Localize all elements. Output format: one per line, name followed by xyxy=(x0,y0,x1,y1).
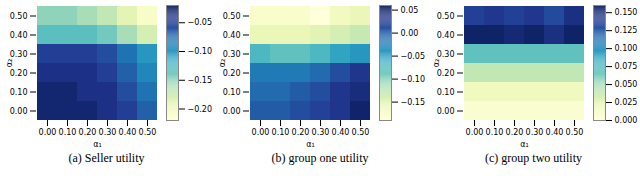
svg-text:0.00: 0.00 xyxy=(436,107,454,116)
svg-text:0.150: 0.150 xyxy=(614,8,637,17)
svg-text:0.20: 0.20 xyxy=(9,69,27,78)
svg-text:0.10: 0.10 xyxy=(58,128,76,137)
svg-text:0.30: 0.30 xyxy=(525,128,543,137)
svg-text:0.30: 0.30 xyxy=(436,50,454,59)
html-text:(a) Seller utility: (a) Seller utility xyxy=(68,151,145,165)
svg-text:−0.15: −0.15 xyxy=(401,98,426,107)
html-text:(b) group one utility: (b) group one utility xyxy=(271,151,369,165)
svg-text:α₂: α₂ xyxy=(5,59,14,67)
svg-text:−0.10: −0.10 xyxy=(401,75,426,84)
svg-text:α₁: α₁ xyxy=(93,140,101,149)
svg-text:−0.20: −0.20 xyxy=(187,105,212,114)
svg-text:0.10: 0.10 xyxy=(485,128,503,137)
svg-text:0.00: 0.00 xyxy=(38,128,56,137)
svg-text:−0.05: −0.05 xyxy=(401,52,426,61)
svg-text:0.10: 0.10 xyxy=(436,88,454,97)
svg-text:−0.10: −0.10 xyxy=(187,47,212,56)
svg-text:0.05: 0.05 xyxy=(401,6,419,15)
svg-text:0.50: 0.50 xyxy=(138,128,156,137)
svg-text:−0.05: −0.05 xyxy=(187,18,212,27)
html-text:(c) group two utility: (c) group two utility xyxy=(485,151,582,165)
svg-text:0.30: 0.30 xyxy=(98,128,116,137)
svg-text:0.50: 0.50 xyxy=(436,12,454,21)
svg-text:0.20: 0.20 xyxy=(292,128,310,137)
svg-text:0.075: 0.075 xyxy=(614,62,637,71)
svg-text:0.20: 0.20 xyxy=(505,128,523,137)
svg-text:0.50: 0.50 xyxy=(223,12,241,21)
svg-text:0.00: 0.00 xyxy=(252,128,270,137)
svg-text:0.50: 0.50 xyxy=(9,12,27,21)
svg-text:0.40: 0.40 xyxy=(436,31,454,40)
svg-text:0.10: 0.10 xyxy=(9,88,27,97)
svg-text:0.20: 0.20 xyxy=(78,128,96,137)
svg-text:0.000: 0.000 xyxy=(614,116,637,125)
svg-text:0.40: 0.40 xyxy=(118,128,136,137)
svg-text:0.40: 0.40 xyxy=(223,31,241,40)
svg-text:α₁: α₁ xyxy=(306,140,314,149)
svg-text:0.125: 0.125 xyxy=(614,26,637,35)
svg-text:0.10: 0.10 xyxy=(223,88,241,97)
svg-text:0.40: 0.40 xyxy=(332,128,350,137)
svg-text:0.100: 0.100 xyxy=(614,44,637,53)
svg-text:0.00: 0.00 xyxy=(401,29,419,38)
svg-text:0.40: 0.40 xyxy=(545,128,563,137)
svg-text:0.025: 0.025 xyxy=(614,98,637,107)
svg-text:0.30: 0.30 xyxy=(9,50,27,59)
svg-text:0.00: 0.00 xyxy=(9,107,27,116)
svg-text:0.00: 0.00 xyxy=(223,107,241,116)
svg-text:−0.15: −0.15 xyxy=(187,76,212,85)
svg-text:0.30: 0.30 xyxy=(312,128,330,137)
svg-text:α₂: α₂ xyxy=(218,59,227,67)
svg-text:0.50: 0.50 xyxy=(352,128,370,137)
svg-text:α₁: α₁ xyxy=(520,140,528,149)
svg-text:0.00: 0.00 xyxy=(465,128,483,137)
svg-text:0.20: 0.20 xyxy=(436,69,454,78)
svg-text:0.50: 0.50 xyxy=(565,128,583,137)
svg-text:α₂: α₂ xyxy=(432,59,441,67)
svg-text:0.20: 0.20 xyxy=(223,69,241,78)
svg-text:0.050: 0.050 xyxy=(614,80,637,89)
svg-text:0.10: 0.10 xyxy=(272,128,290,137)
svg-text:0.40: 0.40 xyxy=(9,31,27,40)
svg-text:0.30: 0.30 xyxy=(223,50,241,59)
